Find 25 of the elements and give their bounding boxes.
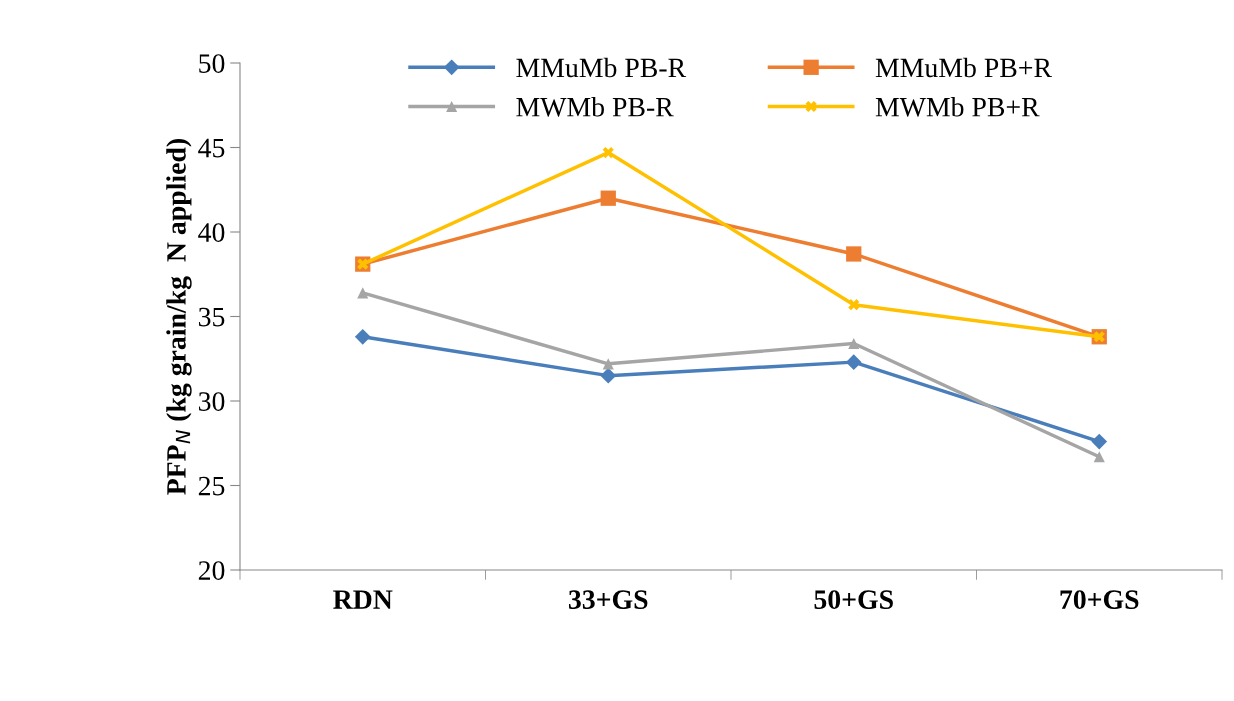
y-tick-label: 25 [198, 476, 225, 496]
point [600, 367, 617, 384]
point [846, 246, 862, 262]
y-tick-label: 40 [198, 223, 225, 242]
y-axis-title: PFP$_{N}$ (kg grain/kg N applied) [166, 139, 192, 495]
legend-label: MWMb PB+R [875, 97, 1040, 117]
x-tick-label: 33+GS [568, 590, 648, 609]
y-tick-label: 50 [199, 54, 225, 73]
x-tick-label: 50+GS [814, 590, 893, 609]
point [848, 299, 860, 311]
legend-label: MMuMb PB-R [516, 57, 687, 78]
legend-label: MMuMb PB+R [875, 57, 1052, 78]
point [1091, 433, 1108, 450]
y-tick-label: 30 [198, 392, 225, 411]
point [848, 337, 860, 350]
point [354, 328, 371, 345]
legend-label: MWMb PB-R [516, 97, 674, 117]
y-tick-label: 35 [198, 307, 225, 327]
y-tick-label: 20 [198, 561, 225, 580]
point [845, 354, 862, 370]
x-tick-label: RDN [333, 590, 393, 609]
x-tick-label: 70+GS [1060, 590, 1139, 609]
y-tick-label: 45 [198, 138, 225, 158]
point [600, 190, 616, 206]
point [602, 147, 614, 159]
